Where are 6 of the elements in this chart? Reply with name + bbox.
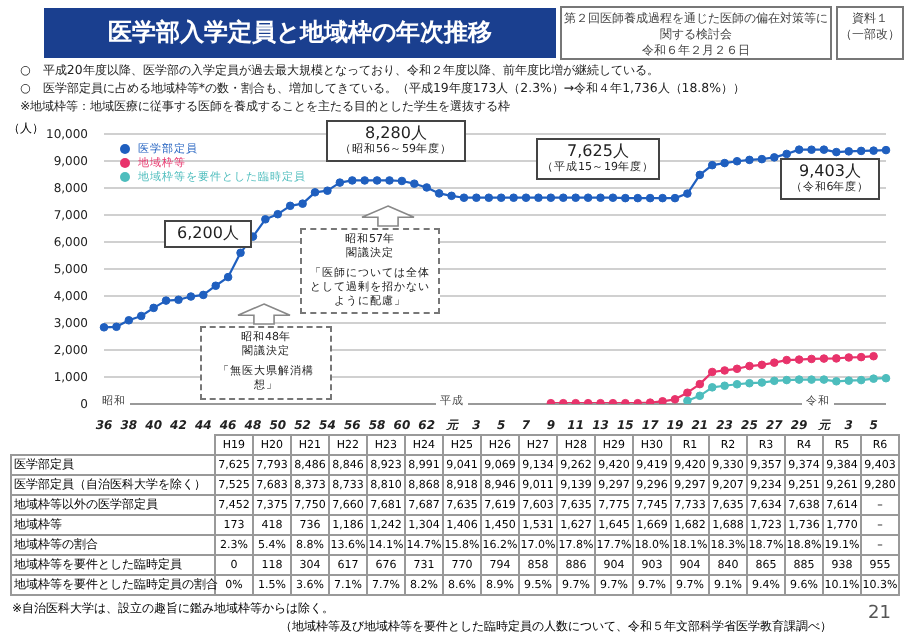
chart-title: 医学部入学定員と地域枠の年次推移 (108, 16, 492, 50)
text: 21 (868, 604, 891, 624)
annotation: 8,280人 (363, 124, 429, 143)
callout-box: 6,200人 (164, 220, 252, 248)
annotation: 9,403人 (797, 162, 863, 181)
annotation: 7,625人 (565, 142, 631, 161)
